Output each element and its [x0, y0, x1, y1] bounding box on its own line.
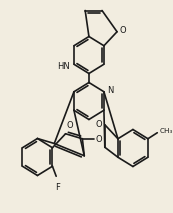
- Text: HN: HN: [57, 62, 70, 71]
- Text: O: O: [66, 121, 73, 130]
- Text: O: O: [95, 120, 102, 129]
- Text: O: O: [120, 26, 126, 35]
- Text: F: F: [55, 183, 60, 192]
- Text: N: N: [107, 86, 113, 95]
- Text: CH₃: CH₃: [159, 128, 172, 134]
- Text: O: O: [95, 135, 102, 144]
